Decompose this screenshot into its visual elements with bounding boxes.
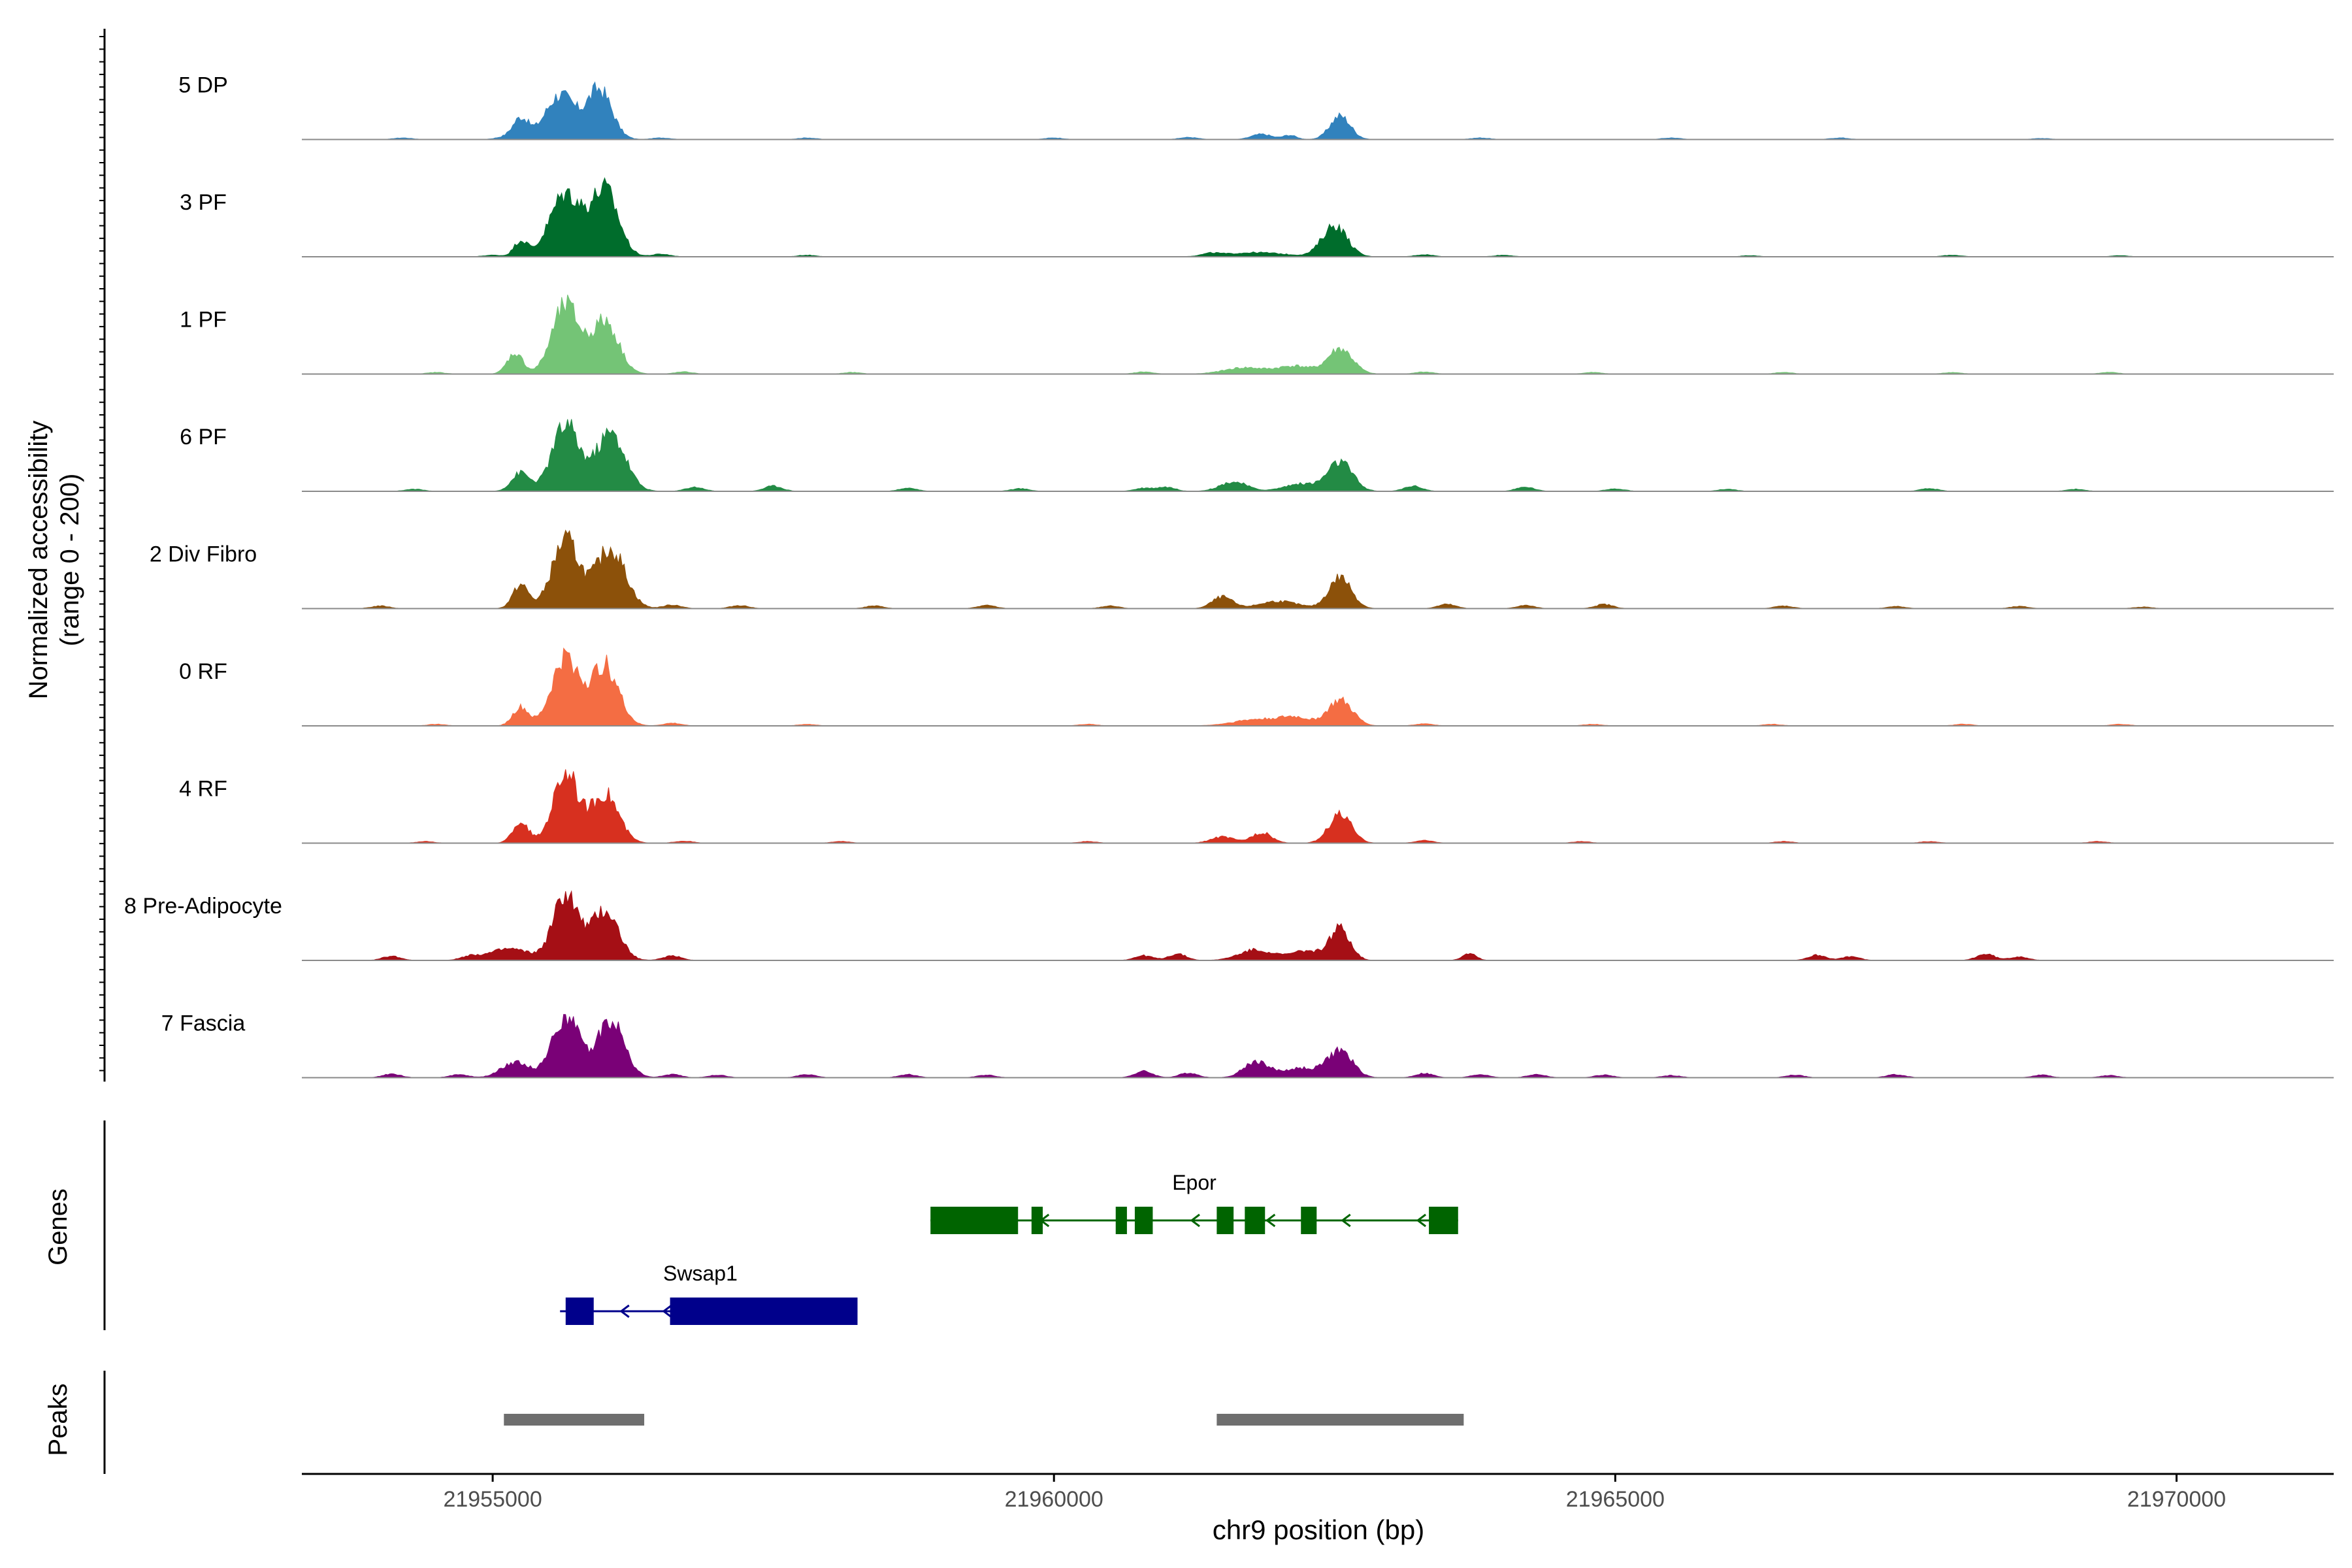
genes-panel: Epor Swsap1 [103,1120,1458,1330]
track-label: 6 PF [180,425,227,449]
track-label: 0 RF [179,659,227,684]
track-label: 4 RF [179,777,227,802]
gene-label: Epor [1172,1171,1217,1194]
gene-exon [670,1298,858,1325]
track-label: 7 Fascia [161,1011,246,1036]
track-4-rf: 4 RF [179,769,2334,844]
track-2-div-fibro: 2 Div Fibro [150,529,2334,610]
gene-exon [1217,1207,1234,1234]
x-axis: 21955000 21960000 21965000 21970000 [302,1473,2334,1512]
track-7-fascia: 7 Fascia [161,1011,2334,1079]
strand-arrow [1341,1213,1351,1228]
coverage-area [302,529,2334,609]
gene-exon [930,1207,1019,1234]
gene-exon [1301,1207,1317,1234]
gene-exon [565,1298,594,1325]
track-6-pf: 6 PF [180,419,2334,492]
gene-exon [1031,1207,1043,1234]
strand-arrow [619,1304,630,1318]
gene-exon [1429,1207,1458,1234]
strand-arrow [1190,1213,1200,1228]
coverage-area [302,1014,2334,1078]
strand-arrow [662,1304,672,1318]
gene-epor: Epor [930,1171,1458,1234]
y-axis-label-line1: Normalized accessibility [24,421,53,700]
peaks-panel-label: Peaks [44,1383,73,1456]
peaks-panel [103,1371,1464,1474]
strand-arrow [1265,1213,1276,1228]
gene-exon [1134,1207,1153,1234]
track-0-rf: 0 RF [179,647,2334,727]
coverage-area [302,81,2334,140]
track-label: 2 Div Fibro [150,542,257,567]
x-tick-label: 21965000 [1566,1487,1665,1512]
x-tick-label: 21955000 [443,1487,542,1512]
strand-arrow [1416,1213,1426,1228]
genes-panel-label: Genes [44,1188,73,1266]
coverage-area [302,890,2334,961]
coverage-area [302,295,2334,374]
x-tick-label: 21960000 [1005,1487,1103,1512]
coverage-area [302,419,2334,492]
track-8-pre-adipocyte: 8 Pre-Adipocyte [124,890,2334,961]
track-3-pf: 3 PF [180,177,2334,257]
coverage-area [302,769,2334,843]
gene-exon [1115,1207,1127,1234]
coverage-area [302,647,2334,727]
coverage-area [302,177,2334,257]
gene-swsap1: Swsap1 [560,1262,858,1325]
track-label: 8 Pre-Adipocyte [124,894,282,919]
x-axis-label: chr9 position (bp) [1213,1514,1425,1545]
track-label: 1 PF [180,308,227,333]
track-label: 5 DP [178,73,228,98]
y-axis [99,29,106,1082]
track-1-pf: 1 PF [180,295,2334,375]
track-5-dp: 5 DP [178,73,2334,140]
track-label: 3 PF [180,190,227,215]
gene-label: Swsap1 [663,1262,738,1285]
x-tick-label: 21970000 [2127,1487,2226,1512]
gene-exon [1245,1207,1266,1234]
y-axis-label-line2: (range 0 - 200) [56,474,84,647]
peak-region [504,1414,645,1426]
peak-region [1217,1414,1464,1426]
coverage-tracks: 5 DP 3 PF 1 PF 6 PF 2 Div Fibro 0 RF 4 RF 8 Pre… [124,73,2334,1079]
